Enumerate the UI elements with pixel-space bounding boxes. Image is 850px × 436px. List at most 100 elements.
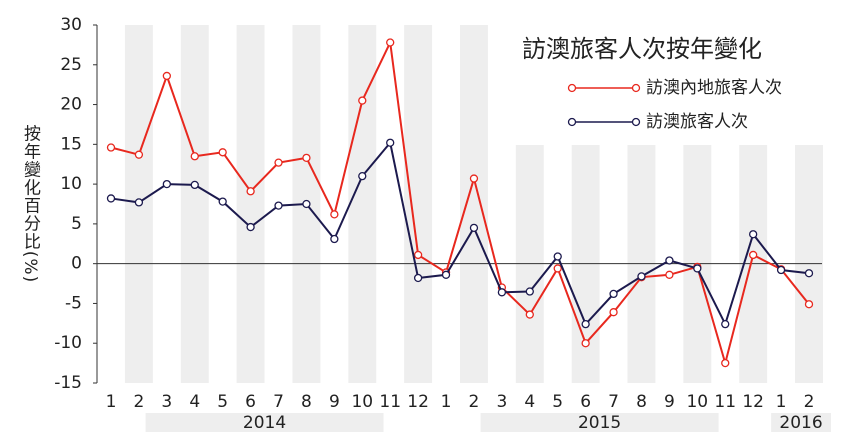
x-tick-label: 6 <box>245 392 256 412</box>
point <box>637 272 646 281</box>
point <box>162 71 171 81</box>
x-tick-label: 8 <box>636 392 647 412</box>
year-label: 2016 <box>779 413 822 433</box>
background-bands <box>124 25 823 383</box>
y-tick-label: 15 <box>60 134 82 154</box>
x-tick-label: 2 <box>469 392 480 412</box>
x-tick-label: 11 <box>379 392 401 412</box>
x-tick-label: 12 <box>407 392 429 412</box>
point <box>413 273 423 283</box>
x-tick-label: 3 <box>161 392 172 412</box>
point <box>358 96 367 105</box>
year-label: 2015 <box>578 413 621 433</box>
x-tick-label: 10 <box>351 392 373 412</box>
point <box>804 300 814 309</box>
y-tick-label: 30 <box>60 15 82 35</box>
point <box>386 138 395 147</box>
point <box>134 198 144 207</box>
band <box>348 25 377 383</box>
x-tick-label: 1 <box>776 392 787 412</box>
x-tick-label: 1 <box>106 392 117 412</box>
point <box>302 153 311 163</box>
point <box>358 172 367 181</box>
y-tick-label: 20 <box>60 95 82 115</box>
year-label: 2014 <box>243 413 286 433</box>
y-tick-label: -5 <box>65 293 82 313</box>
x-tick-label: 5 <box>552 392 563 412</box>
point <box>330 234 339 244</box>
point <box>162 179 171 189</box>
x-tick-label: 7 <box>608 392 619 412</box>
year-band <box>771 413 831 432</box>
point <box>721 319 730 329</box>
y-axis-label: 按年變化百分比(%) <box>20 125 41 283</box>
point <box>190 152 199 161</box>
legend-label: 訪澳內地旅客人次 <box>646 78 782 98</box>
point <box>581 339 590 348</box>
series-line <box>110 39 810 367</box>
point <box>190 180 199 190</box>
x-tick-label: 4 <box>189 392 200 412</box>
point <box>274 158 283 167</box>
chart-title: 訪澳旅客人次按年變化 <box>522 35 762 63</box>
series-line <box>110 140 810 327</box>
band <box>404 25 433 383</box>
x-tick-label: 2 <box>804 392 815 412</box>
point <box>274 201 283 210</box>
point <box>106 194 116 203</box>
point <box>609 308 618 317</box>
point <box>469 174 479 183</box>
point <box>804 269 814 278</box>
y-tick-label: 10 <box>60 174 82 194</box>
y-tick-label: 0 <box>71 254 82 274</box>
point <box>246 222 255 232</box>
point <box>106 143 116 152</box>
point <box>525 310 534 319</box>
x-tick-label: 12 <box>742 392 764 412</box>
point <box>134 150 144 159</box>
point <box>497 288 507 297</box>
point <box>693 264 702 273</box>
point <box>386 38 395 47</box>
x-tick-label: 3 <box>496 392 507 412</box>
point <box>553 252 562 261</box>
point <box>525 287 534 296</box>
x-tick-label: 9 <box>664 392 675 412</box>
point <box>469 223 479 233</box>
point <box>609 289 618 299</box>
year-band <box>145 413 384 432</box>
y-tick-label: 5 <box>71 214 82 234</box>
x-tick-label: 10 <box>686 392 708 412</box>
x-tick-label: 1 <box>441 392 452 412</box>
band <box>460 25 488 383</box>
point <box>441 270 451 279</box>
year-band <box>480 413 719 432</box>
band <box>180 25 209 383</box>
band <box>236 25 265 383</box>
x-tick-label: 7 <box>273 392 284 412</box>
x-tick-label: 8 <box>301 392 312 412</box>
point <box>721 358 730 368</box>
x-tick-label: 2 <box>134 392 145 412</box>
x-tick-label: 11 <box>714 392 736 412</box>
x-tick-label: 6 <box>580 392 591 412</box>
point <box>665 256 674 265</box>
point <box>776 265 786 275</box>
point <box>330 210 339 219</box>
legend-marker <box>631 117 641 127</box>
point <box>553 264 562 273</box>
legend-marker <box>631 83 641 93</box>
point <box>218 148 227 157</box>
point <box>749 250 758 260</box>
x-tick-label: 9 <box>329 392 340 412</box>
point <box>246 187 255 196</box>
point <box>218 197 227 206</box>
point <box>413 250 423 260</box>
y-tick-label: -10 <box>54 333 82 353</box>
point <box>749 230 758 239</box>
legend-label: 訪澳旅客人次 <box>646 112 748 132</box>
legend-marker <box>567 117 577 127</box>
x-tick-label: 5 <box>217 392 228 412</box>
point <box>665 270 674 279</box>
